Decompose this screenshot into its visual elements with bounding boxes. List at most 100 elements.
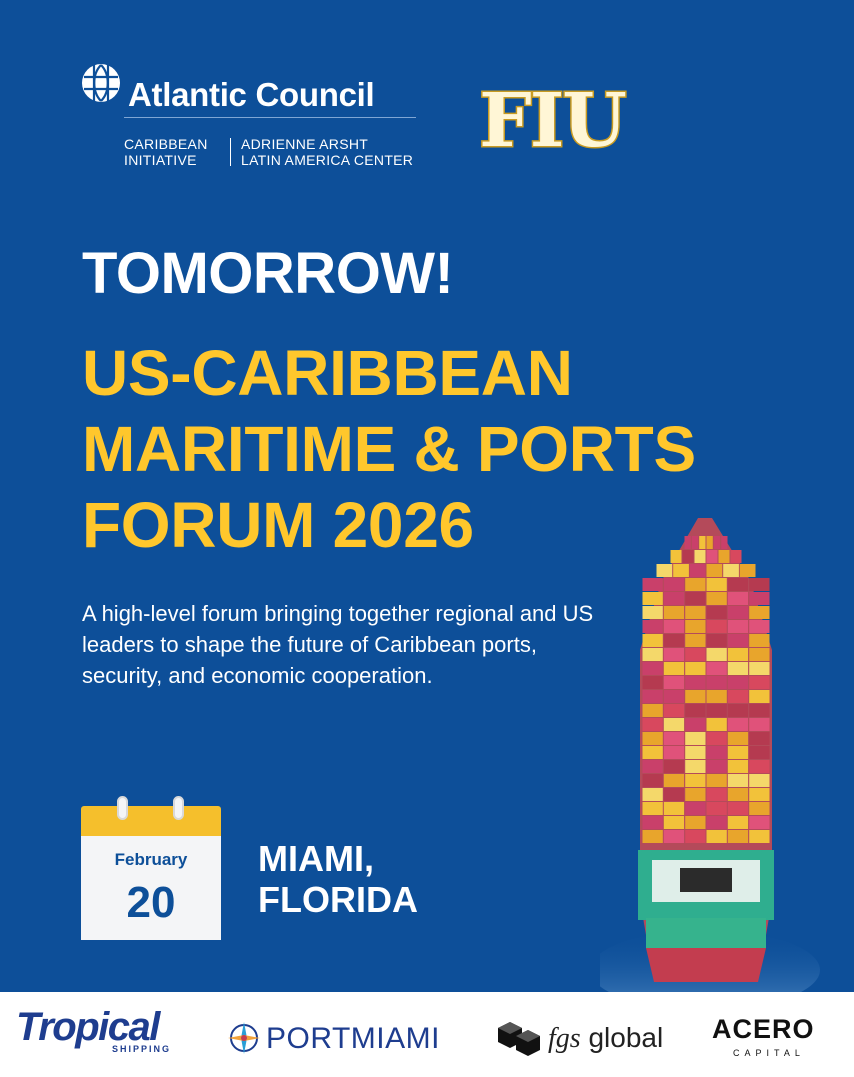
ship-container	[749, 620, 770, 633]
ship-container	[663, 732, 685, 745]
ship-container	[749, 662, 770, 675]
ship-container	[642, 788, 663, 801]
calendar-page	[81, 836, 221, 940]
ship-container	[685, 606, 706, 619]
ship-container	[727, 732, 749, 745]
ship-container	[642, 746, 663, 759]
ship-container	[706, 816, 727, 829]
svg-text:FIU: FIU	[479, 80, 625, 158]
ship-container	[706, 578, 727, 591]
ship-container	[749, 760, 770, 773]
ship-container	[642, 606, 663, 619]
ship-container	[727, 578, 749, 591]
ship-container	[713, 536, 721, 549]
ship-container	[723, 564, 739, 577]
ship-container	[749, 774, 770, 787]
ship-container	[727, 760, 749, 773]
forum-title: US-CARIBBEAN MARITIME & PORTS FORUM 2026	[82, 335, 782, 563]
ship-container	[749, 690, 770, 703]
ship-container	[685, 816, 706, 829]
ship-container	[685, 648, 706, 661]
poster-background: Atlantic Council CARIBBEAN INITIATIVE AD…	[0, 0, 854, 992]
ship-container	[685, 718, 706, 731]
ship-container	[727, 648, 749, 661]
ship-container	[663, 578, 685, 591]
ship-container	[727, 718, 749, 731]
acero-sub-text: CAPITAL	[733, 1048, 805, 1058]
ship-container	[706, 690, 727, 703]
calendar-ring-icon	[117, 796, 128, 820]
ship-container	[749, 606, 770, 619]
ship-container	[642, 648, 663, 661]
ship-container	[663, 690, 685, 703]
ship-container	[694, 550, 706, 563]
ship-container	[663, 788, 685, 801]
ship-container	[691, 536, 699, 549]
ship-container	[685, 802, 706, 815]
ship-container	[663, 816, 685, 829]
ship-container	[685, 774, 706, 787]
ship-container	[749, 746, 770, 759]
ship-container	[663, 802, 685, 815]
ship-container	[727, 802, 749, 815]
ship-container	[749, 704, 770, 717]
ship-container	[663, 662, 685, 675]
event-description: A high-level forum bringing together reg…	[82, 601, 594, 688]
acero-logo-text: ACERO	[712, 1014, 815, 1044]
ship-container	[749, 634, 770, 647]
ship-container	[642, 704, 663, 717]
ship-container	[727, 606, 749, 619]
ship-container	[663, 648, 685, 661]
ship-container	[706, 536, 713, 549]
ship-container	[706, 634, 727, 647]
ship-container	[706, 718, 727, 731]
ship-container	[663, 620, 685, 633]
ship-container	[727, 788, 749, 801]
ship-container	[685, 746, 706, 759]
ship-container	[706, 788, 727, 801]
ship-container	[663, 634, 685, 647]
ship-container	[749, 816, 770, 829]
atlantic-council-globe-icon	[82, 64, 120, 102]
ship-container	[706, 746, 727, 759]
fgs-cube-icon	[498, 1022, 540, 1056]
ship-container	[685, 578, 706, 591]
ship-container	[642, 662, 663, 675]
ship-container	[685, 830, 706, 843]
ship-container	[642, 620, 663, 633]
ship-container	[706, 662, 727, 675]
ship-container	[730, 550, 742, 563]
ship-container	[663, 676, 685, 689]
ship-container	[706, 550, 718, 563]
ship-container	[684, 536, 691, 549]
event-location: MIAMI, FLORIDA	[258, 838, 418, 920]
ship-container	[706, 760, 727, 773]
ship-container	[663, 718, 685, 731]
ship-container	[718, 550, 730, 563]
ship-container	[642, 802, 663, 815]
ship-container	[685, 788, 706, 801]
ship-container	[749, 732, 770, 745]
ship-container	[706, 564, 723, 577]
portmiami-compass-icon	[228, 1022, 260, 1054]
ship-container	[642, 690, 663, 703]
latin-america-center-label: ADRIENNE ARSHT LATIN AMERICA CENTER	[241, 136, 414, 168]
ship-container	[685, 634, 706, 647]
ship-container	[749, 648, 770, 661]
ship-container	[706, 704, 727, 717]
title-line: FORUM 2026	[82, 489, 474, 561]
headline: TOMORROW!	[82, 241, 454, 306]
ship-container	[739, 564, 756, 577]
ship-container	[727, 676, 749, 689]
ship-container	[642, 774, 663, 787]
ship-container	[721, 536, 728, 549]
ship-container	[642, 592, 663, 605]
ship-container	[663, 704, 685, 717]
title-line: US-CARIBBEAN	[82, 337, 573, 409]
ship-container	[685, 676, 706, 689]
sub-label-divider	[230, 138, 231, 166]
ship-container	[642, 760, 663, 773]
portmiami-logo-text: PORTMIAMI	[266, 1022, 440, 1055]
event-day: 20	[126, 878, 176, 927]
